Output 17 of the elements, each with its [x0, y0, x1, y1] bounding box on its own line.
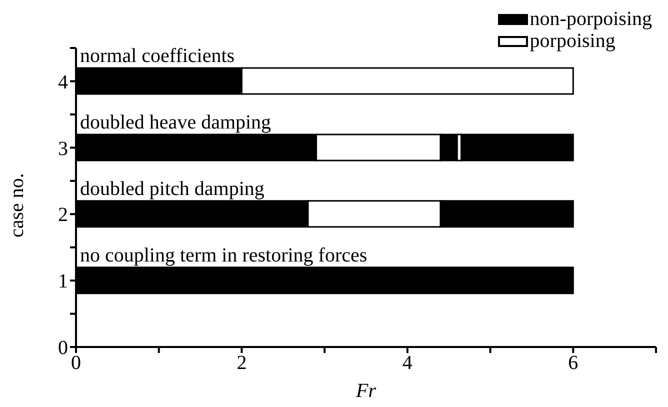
y-tick-label: 3: [58, 138, 68, 160]
x-tick-label: 6: [568, 352, 578, 374]
annotation: doubled heave damping: [80, 112, 272, 134]
y-tick-label: 2: [58, 204, 68, 226]
y-tick-label: 0: [58, 337, 68, 360]
annotation: doubled pitch damping: [80, 178, 264, 200]
legend-label: porpoising: [530, 30, 616, 52]
y-axis-title: case no.: [6, 173, 28, 238]
y-tick-label: 1: [58, 270, 68, 293]
annotation: no coupling term in restoring forces: [80, 244, 368, 267]
annotation: normal coefficients: [80, 45, 235, 68]
y-tick-label: 4: [58, 71, 68, 94]
bar: [460, 134, 574, 162]
x-tick-label: 2: [236, 352, 247, 374]
legend-label: non-porpoising: [530, 8, 652, 30]
x-axis-title: Fr: [355, 380, 376, 402]
x-tick-label: 4: [402, 352, 412, 374]
